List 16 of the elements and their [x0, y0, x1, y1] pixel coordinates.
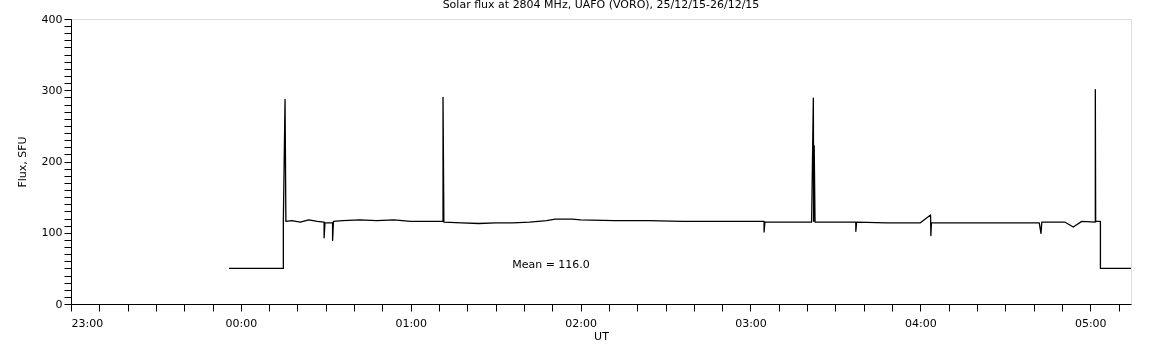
y-tick-label: 300	[41, 83, 63, 97]
y-tick-label: 400	[41, 12, 63, 26]
x-tick-label: 02:00	[565, 316, 597, 330]
y-tick-label: 100	[41, 226, 63, 240]
y-axis-title: Flux, SFU	[15, 136, 29, 188]
x-tick-label: 04:00	[905, 316, 937, 330]
x-tick-label: 01:00	[395, 316, 428, 330]
x-tick-label: 00:00	[225, 316, 258, 330]
chart-title: Solar flux at 2804 MHz, UAFO (VORO), 25/12/15-26/12/15	[442, 0, 760, 11]
x-tick-label: 23:00	[71, 316, 104, 330]
y-tick-label: 0	[55, 297, 63, 311]
y-tick-label: 200	[41, 155, 63, 168]
x-tick-label: 05:00	[1074, 316, 1107, 330]
annotation: Mean = 116.0	[512, 258, 590, 271]
x-axis-title: UT	[594, 329, 610, 343]
x-tick-label: 03:00	[735, 316, 767, 330]
